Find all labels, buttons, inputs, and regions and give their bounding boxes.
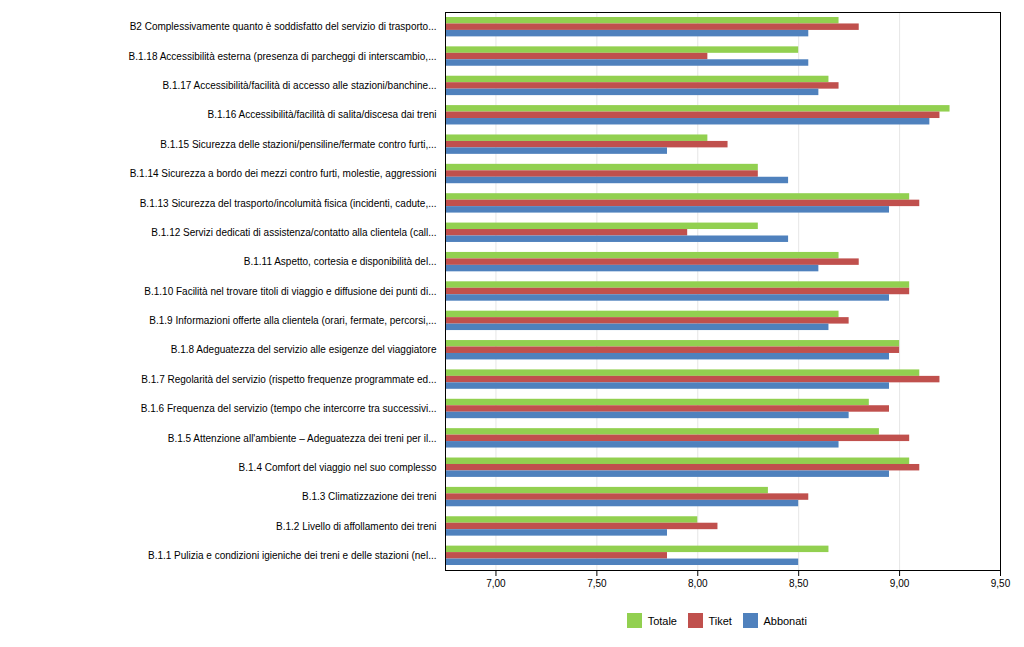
svg-text:7,50: 7,50	[587, 578, 607, 589]
svg-text:B2 Complessivamente quanto è s: B2 Complessivamente quanto è soddisfatto…	[130, 21, 437, 32]
svg-text:B.1.6 Frequenza del servizio (: B.1.6 Frequenza del servizio (tempo che …	[141, 403, 437, 414]
svg-text:B.1.17 Accessibilità/facilità: B.1.17 Accessibilità/facilità di accesso…	[162, 80, 436, 91]
svg-text:7,00: 7,00	[486, 578, 506, 589]
svg-text:B.1.1 Pulizia e condizioni igi: B.1.1 Pulizia e condizioni igieniche dei…	[148, 550, 437, 561]
svg-text:B.1.12 Servizi dedicati di ass: B.1.12 Servizi dedicati di assistenza/co…	[151, 227, 436, 238]
html-text:Abbonati: Abbonati	[763, 614, 807, 627]
svg-text:B.1.16 Accessibilità/facilità: B.1.16 Accessibilità/facilità di salita/…	[207, 109, 436, 120]
svg-text:B.1.8 Adeguatezza del servizio: B.1.8 Adeguatezza del servizio alle esig…	[171, 344, 437, 355]
svg-text:B.1.2 Livello di affollamento: B.1.2 Livello di affollamento dei treni	[276, 521, 436, 532]
svg-text:B.1.18 Accessibilità esterna (: B.1.18 Accessibilità esterna (presenza d…	[129, 51, 437, 62]
svg-text:B.1.9 Informazioni offerte all: B.1.9 Informazioni offerte alla clientel…	[149, 315, 436, 326]
svg-text:B.1.7 Regolarità del servizio: B.1.7 Regolarità del servizio (rispetto …	[141, 374, 436, 385]
svg-text:B.1.13 Sicurezza del trasporto: B.1.13 Sicurezza del trasporto/incolumit…	[140, 198, 437, 209]
svg-text:B.1.11 Aspetto, cortesia e dis: B.1.11 Aspetto, cortesia e disponibilità…	[244, 256, 437, 267]
svg-text:B.1.3 Climatizzazione dei tren: B.1.3 Climatizzazione dei treni	[302, 491, 437, 502]
svg-text:B.1.14 Sicurezza a bordo dei m: B.1.14 Sicurezza a bordo dei mezzi contr…	[130, 168, 437, 179]
svg-text:B.1.5 Attenzione all'ambiente: B.1.5 Attenzione all'ambiente – Adeguate…	[168, 433, 437, 444]
html-text:Totale: Totale	[647, 614, 677, 627]
svg-text:B.1.15 Sicurezza delle stazion: B.1.15 Sicurezza delle stazioni/pensilin…	[160, 139, 436, 150]
svg-text:9,00: 9,00	[890, 578, 910, 589]
svg-text:9,50: 9,50	[991, 578, 1011, 589]
svg-text:8,50: 8,50	[789, 578, 809, 589]
html-text:Tiket: Tiket	[708, 614, 732, 627]
svg-text:B.1.4 Comfort del viaggio nel: B.1.4 Comfort del viaggio nel suo comple…	[239, 462, 437, 473]
svg-text:B.1.10 Facilità nel trovare ti: B.1.10 Facilità nel trovare titoli di vi…	[144, 286, 436, 297]
svg-text:8,00: 8,00	[688, 578, 708, 589]
